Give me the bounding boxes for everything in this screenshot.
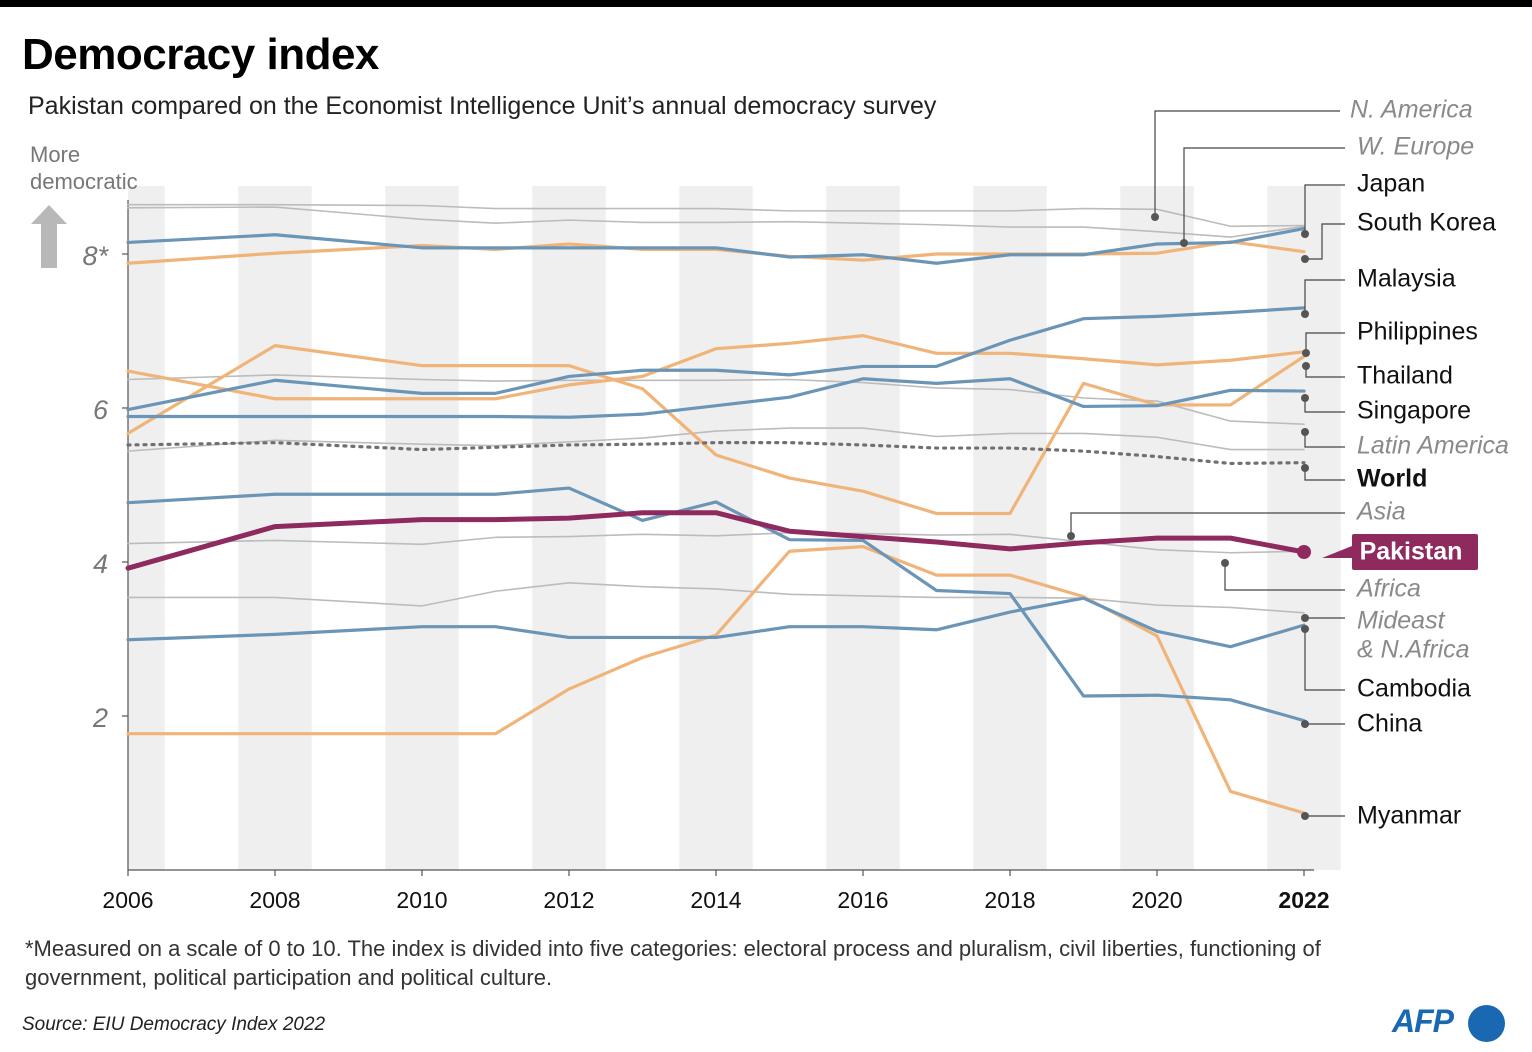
afp-logo: AFP xyxy=(1392,1003,1512,1045)
label-singapore: Singapore xyxy=(1357,397,1471,425)
label-philippines: Philippines xyxy=(1357,318,1478,346)
series-line-myanmar xyxy=(126,544,1306,815)
x-tick-label: 2016 xyxy=(837,887,888,913)
afp-logo-dot xyxy=(1468,1005,1505,1042)
year-band-2020 xyxy=(1120,186,1194,870)
label-n-america: N. America xyxy=(1350,96,1473,124)
endpoint-dot-singapore xyxy=(1301,394,1309,402)
label-malaysia: Malaysia xyxy=(1357,265,1456,293)
year-band-2006 xyxy=(128,186,165,870)
leader-line-n-america xyxy=(1154,110,1340,217)
democracy-line-chart: 2 4 6 8* 2006 2008 2010 2012 2014 2016 2018 2020 202… xyxy=(30,96,1509,913)
endpoint-dot-philippines xyxy=(1302,349,1310,357)
series-line-n-america xyxy=(127,203,1305,228)
label-south-korea: South Korea xyxy=(1357,209,1496,237)
leader-line-philippines xyxy=(1305,332,1345,353)
label-w-europe: W. Europe xyxy=(1357,133,1474,161)
label-cambodia: Cambodia xyxy=(1357,675,1471,703)
series-line-mideast-n-africa xyxy=(127,581,1305,614)
series-line-malaysia xyxy=(126,306,1306,412)
x-tick-label: 2014 xyxy=(690,887,741,913)
label-asia: Asia xyxy=(1355,498,1406,526)
series-line-singapore xyxy=(126,377,1306,419)
x-tick-label: 2008 xyxy=(249,887,300,913)
y-axis-title-line-2: democratic xyxy=(30,169,138,194)
up-arrow-icon xyxy=(31,205,67,268)
series-line-w-europe xyxy=(127,206,1305,238)
year-band-2018 xyxy=(973,186,1047,870)
label-pakistan: Pakistan xyxy=(1360,538,1463,566)
label-mideast: Mideast xyxy=(1357,607,1446,635)
endpoint-dot-myanmar xyxy=(1301,812,1309,820)
leader-line-cambodia xyxy=(1304,629,1345,691)
year-band-2012 xyxy=(532,186,606,870)
leader-line-japan xyxy=(1304,184,1345,234)
series-line-philippines xyxy=(126,334,1306,401)
label-myanmar: Myanmar xyxy=(1357,802,1461,830)
endpoint-dot-cambodia xyxy=(1301,625,1309,633)
endpoint-dot-latin-america xyxy=(1301,428,1309,436)
label-japan: Japan xyxy=(1357,170,1425,198)
pakistan-tag xyxy=(1322,534,1478,570)
endpoint-dot-malaysia xyxy=(1301,310,1309,318)
label-thailand: Thailand xyxy=(1357,362,1453,390)
y-tick-label: 2 xyxy=(92,703,108,733)
endpoint-dot-world xyxy=(1301,464,1309,472)
source-note: Source: EIU Democracy Index 2022 xyxy=(22,1014,326,1035)
year-band-2016 xyxy=(826,186,900,870)
endpoint-dot-asia xyxy=(1067,532,1075,540)
x-tick-label: 2022 xyxy=(1278,887,1329,913)
chart-title: Democracy index xyxy=(22,30,379,79)
series-line-china xyxy=(126,486,1306,723)
label-n-africa: & N.Africa xyxy=(1357,636,1470,664)
endpoint-dot-south-korea xyxy=(1301,255,1309,263)
endpoint-dot-mideast xyxy=(1301,614,1309,622)
year-band-2022 xyxy=(1267,186,1341,870)
chart-subtitle: Pakistan compared on the Economist Intel… xyxy=(28,92,937,120)
endpoint-dot-japan xyxy=(1301,230,1309,238)
footnote: *Measured on a scale of 0 to 10. The ind… xyxy=(25,936,1321,990)
series-line-latin-america xyxy=(127,374,1305,425)
leader-line-south-korea xyxy=(1305,223,1345,260)
label-world: World xyxy=(1357,465,1427,493)
afp-logo-text: AFP xyxy=(1392,1003,1454,1039)
series-line-asia xyxy=(127,427,1305,452)
label-latin-america: Latin America xyxy=(1357,432,1509,460)
y-tick-label: 8* xyxy=(82,241,109,271)
endpoint-dot-thailand xyxy=(1302,362,1310,370)
endpoint-dot-china xyxy=(1301,720,1309,728)
x-tick-label: 2020 xyxy=(1131,887,1182,913)
leader-line-asia xyxy=(1070,512,1345,536)
series-line-thailand xyxy=(126,344,1306,516)
x-tick-label: 2010 xyxy=(396,887,447,913)
leader-line-malaysia xyxy=(1304,279,1345,314)
x-tick-label: 2018 xyxy=(984,887,1035,913)
series-line-world xyxy=(126,441,1306,466)
endpoint-dot-w-europe xyxy=(1180,239,1188,247)
endpoint-dot-africa xyxy=(1221,559,1229,567)
label-china: China xyxy=(1357,710,1422,738)
series-line-japan xyxy=(126,226,1306,265)
year-band-2010 xyxy=(385,186,459,870)
x-tick-label: 2006 xyxy=(102,887,153,913)
y-axis-title-line-1: More xyxy=(30,142,80,167)
leader-line-latin-america xyxy=(1304,432,1345,448)
y-tick-label: 6 xyxy=(93,395,109,425)
top-rule xyxy=(0,0,1532,7)
leader-line-w-europe xyxy=(1183,147,1345,243)
endpoint-dot-pakistan xyxy=(1297,544,1311,559)
leader-line-singapore xyxy=(1304,398,1345,413)
y-tick-label: 4 xyxy=(93,549,108,579)
label-africa: Africa xyxy=(1355,575,1421,603)
leader-line-africa xyxy=(1224,563,1345,591)
series-line-pakistan xyxy=(125,510,1307,571)
endpoint-dot-n-america xyxy=(1151,213,1159,221)
x-tick-label: 2012 xyxy=(543,887,594,913)
year-band-2014 xyxy=(679,186,753,870)
series-line-cambodia xyxy=(126,596,1306,649)
